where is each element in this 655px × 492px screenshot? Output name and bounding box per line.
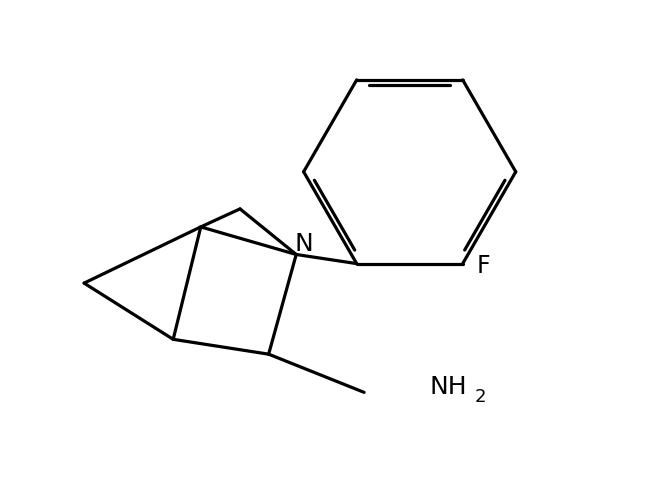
Text: F: F	[476, 254, 490, 277]
Text: 2: 2	[474, 388, 486, 405]
Text: NH: NH	[430, 375, 468, 399]
Text: N: N	[294, 232, 313, 256]
